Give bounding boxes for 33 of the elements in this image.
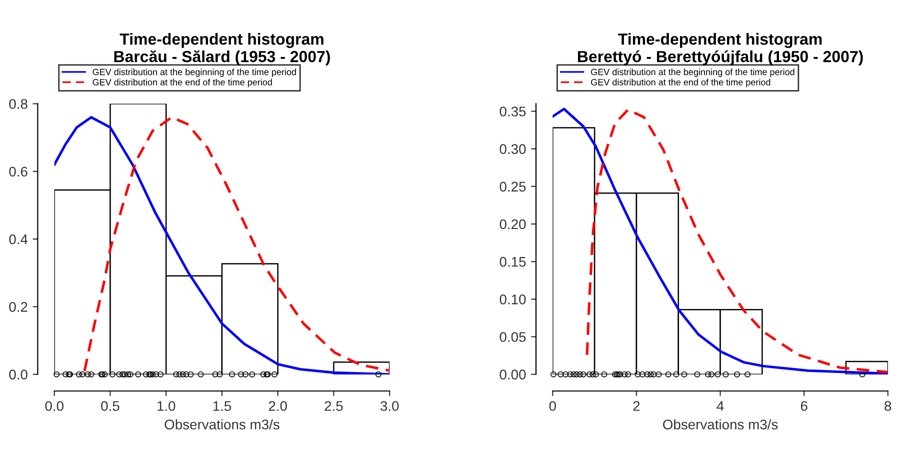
y-tick-label: 0.6 <box>9 166 28 177</box>
chart-title: Time-dependent histogram Barcău - Sălard (1953 - 2007) <box>114 33 330 66</box>
x-tick-label: 4 <box>716 401 724 411</box>
x-tick-label: 2.5 <box>324 401 343 411</box>
y-tick-label: 0.35 <box>500 106 526 116</box>
x-tick-label: 2.0 <box>268 401 287 411</box>
x-tick-label: 1.5 <box>213 401 232 411</box>
legend-label: GEV distribution at the beginning of the time period <box>92 68 296 77</box>
x-tick-label: 1.0 <box>158 401 176 411</box>
y-tick-label: 0.4 <box>9 234 28 244</box>
y-tick-label: 0.2 <box>9 302 28 312</box>
x-axis-title: Observations m3/s <box>663 419 778 430</box>
y-tick-label: 0.10 <box>500 294 526 304</box>
legend-label: GEV distribution at the beginning of the time period <box>591 68 794 77</box>
x-tick-label: 3.0 <box>380 401 399 411</box>
x-tick-label: 2 <box>633 401 640 411</box>
y-tick-label: 0.8 <box>9 99 28 109</box>
x-tick-label: 6 <box>800 401 808 411</box>
x-tick-label: 0 <box>549 401 556 411</box>
y-tick-label: 0.05 <box>500 332 526 342</box>
x-tick-label: 8 <box>884 401 892 411</box>
x-tick-label: 0.5 <box>101 401 120 411</box>
y-tick-label: 0.20 <box>500 219 526 230</box>
y-tick-label: 0.00 <box>500 370 526 380</box>
y-tick-label: 0.30 <box>500 144 526 154</box>
y-tick-label: 0.0 <box>9 370 28 380</box>
legend-label: GEV distribution at the end of the time period <box>92 78 272 88</box>
y-tick-label: 0.15 <box>500 256 526 267</box>
legend-label: GEV distribution at the end of the time period <box>591 78 770 88</box>
x-tick-label: 0.0 <box>45 401 64 411</box>
x-axis-title: Observations m3/s <box>164 419 280 430</box>
chart-title: Time-dependent histogram Berettyó - Berettyóújfalu (1950 - 2007) <box>578 33 863 66</box>
y-tick-label: 0.25 <box>500 182 526 192</box>
